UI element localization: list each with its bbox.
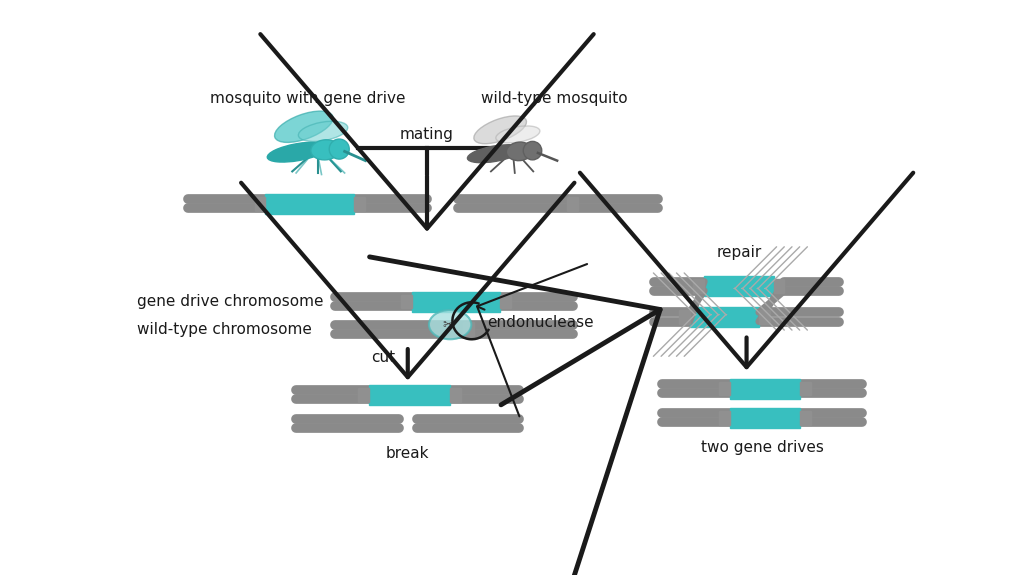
- Bar: [412, 292, 500, 312]
- Ellipse shape: [467, 145, 522, 163]
- Bar: [463, 323, 474, 336]
- Text: wild-type chromosome: wild-type chromosome: [137, 322, 311, 337]
- Ellipse shape: [429, 310, 471, 339]
- Bar: [500, 294, 511, 308]
- Circle shape: [523, 141, 542, 160]
- Bar: [370, 385, 451, 405]
- Bar: [451, 388, 461, 402]
- Bar: [730, 408, 801, 428]
- Bar: [255, 197, 265, 210]
- Bar: [705, 276, 773, 296]
- Bar: [759, 310, 770, 324]
- Text: gene drive chromosome: gene drive chromosome: [137, 294, 324, 309]
- Bar: [400, 294, 412, 308]
- Bar: [354, 197, 365, 210]
- Text: break: break: [386, 446, 429, 461]
- Bar: [773, 279, 784, 293]
- Ellipse shape: [310, 140, 340, 160]
- Bar: [265, 194, 354, 214]
- Ellipse shape: [298, 121, 348, 141]
- Bar: [567, 197, 578, 210]
- Bar: [689, 307, 759, 327]
- Bar: [679, 310, 689, 324]
- Text: endonuclease: endonuclease: [487, 315, 594, 330]
- Bar: [801, 411, 811, 425]
- Ellipse shape: [274, 111, 333, 143]
- Bar: [693, 279, 705, 293]
- Text: repair: repair: [716, 245, 762, 260]
- Text: cut: cut: [371, 350, 395, 365]
- Text: mating: mating: [400, 127, 454, 142]
- Bar: [801, 382, 811, 396]
- Text: two gene drives: two gene drives: [700, 440, 823, 455]
- Bar: [358, 388, 370, 402]
- Ellipse shape: [506, 142, 532, 160]
- Ellipse shape: [267, 142, 328, 162]
- Ellipse shape: [474, 116, 526, 144]
- Bar: [719, 411, 730, 425]
- Circle shape: [330, 139, 349, 159]
- Text: mosquito with gene drive: mosquito with gene drive: [210, 90, 406, 106]
- Bar: [719, 382, 730, 396]
- Text: wild-type mosquito: wild-type mosquito: [480, 90, 628, 106]
- Text: ✂: ✂: [442, 319, 455, 332]
- Ellipse shape: [496, 126, 540, 143]
- Bar: [730, 378, 801, 398]
